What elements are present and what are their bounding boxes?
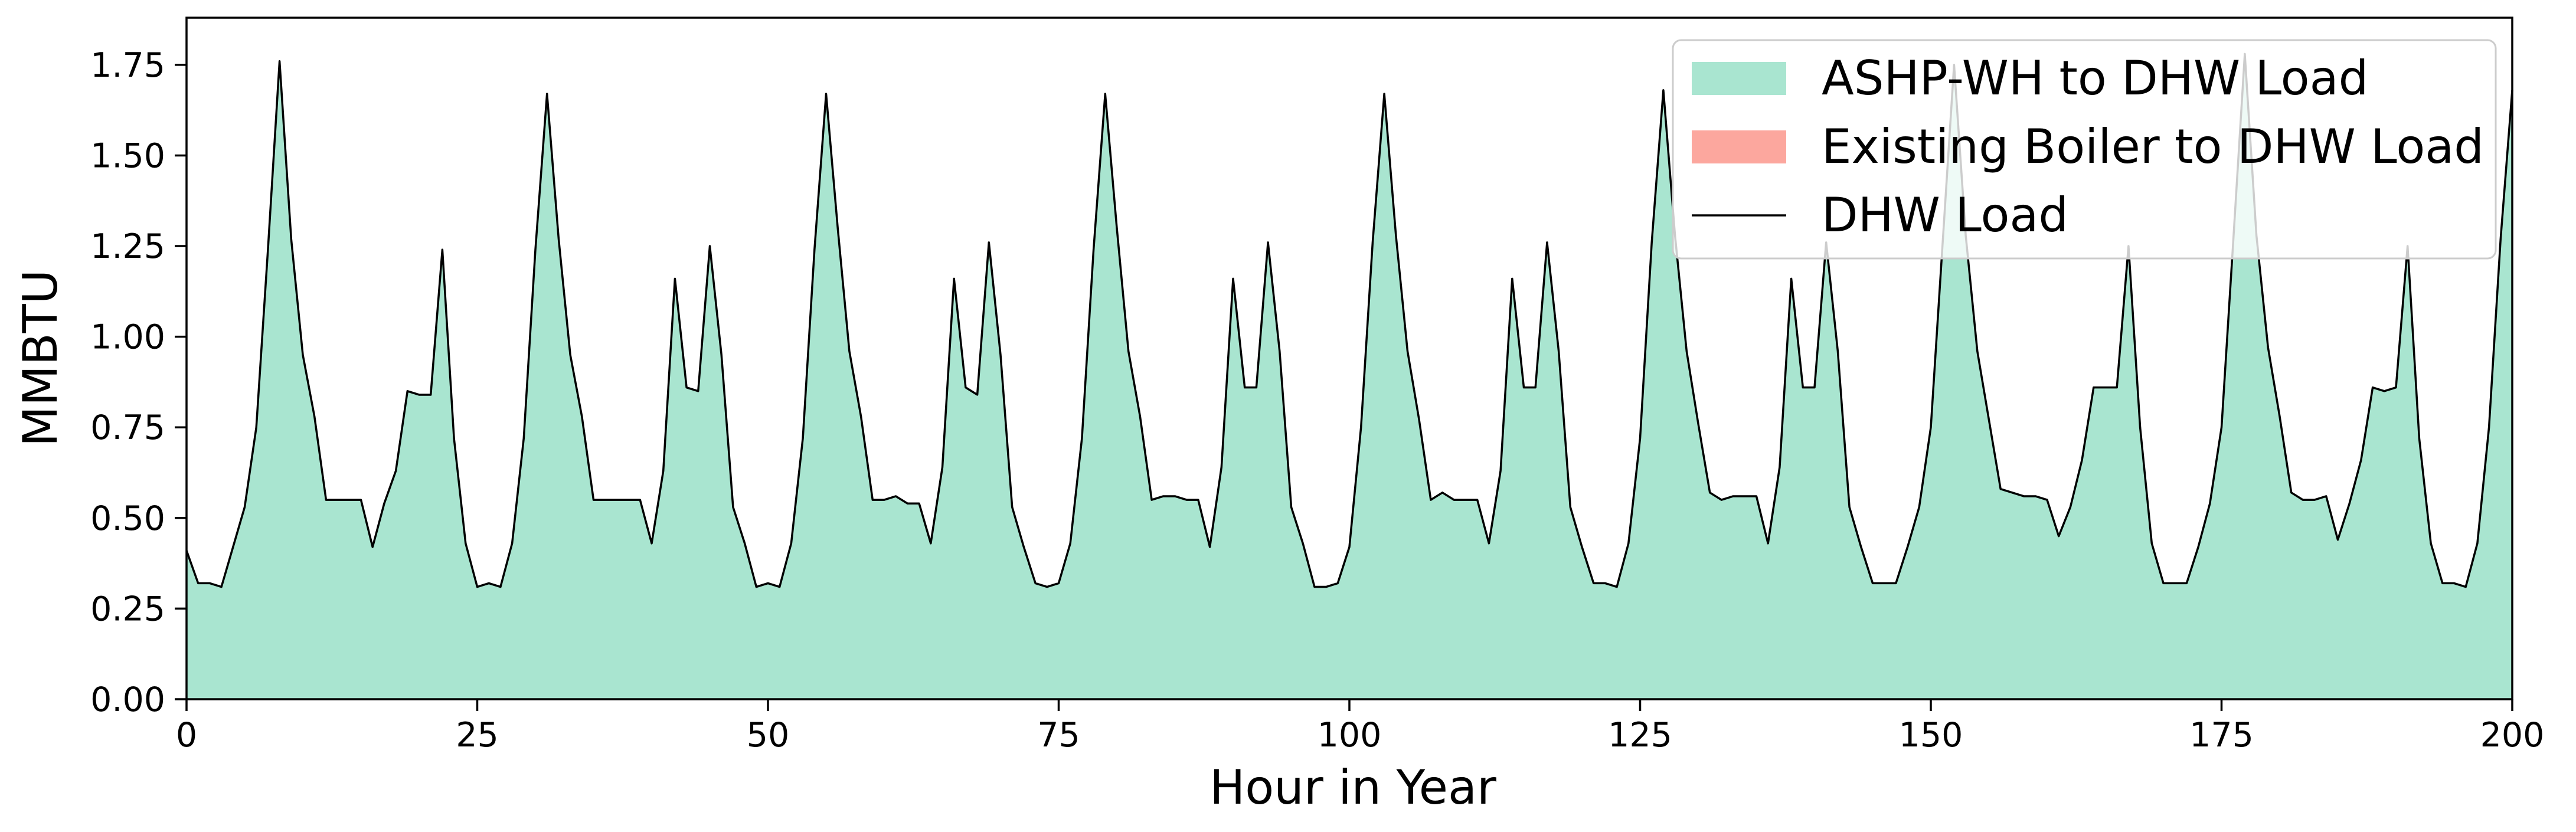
- x-tick-label: 125: [1608, 716, 1672, 755]
- x-tick-label: 200: [2480, 716, 2545, 755]
- x-tick-label: 150: [1899, 716, 1963, 755]
- y-tick-label: 0.75: [90, 408, 165, 447]
- y-tick-label: 1.75: [90, 46, 165, 85]
- y-tick-label: 1.50: [90, 136, 165, 175]
- plot-area: [185, 53, 2513, 700]
- x-axis: 0 25 50 75 100 125 150 175 200: [176, 699, 2545, 755]
- x-tick-label: 100: [1318, 716, 1382, 755]
- x-tick-label: 25: [456, 716, 499, 755]
- y-tick-label: 0.25: [90, 589, 165, 628]
- legend-swatch-boiler: [1692, 130, 1786, 163]
- y-axis: 0.00 0.25 0.50 0.75 1.00 1.25 1.50 1.75: [90, 46, 187, 719]
- legend: ASHP-WH to DHW Load Existing Boiler to D…: [1672, 39, 2497, 260]
- legend-swatch-ashp: [1692, 62, 1786, 95]
- dhw-load-line: [185, 53, 2513, 588]
- x-tick-label: 0: [176, 716, 197, 755]
- y-tick-label: 1.00: [90, 318, 165, 357]
- x-axis-title: Hour in Year: [1209, 760, 1496, 815]
- y-tick-label: 0.00: [90, 680, 165, 719]
- ashp-area-fill: [187, 54, 2512, 700]
- legend-label-boiler: Existing Boiler to DHW Load: [1822, 119, 2484, 174]
- legend-label-ashp: ASHP-WH to DHW Load: [1822, 51, 2368, 106]
- y-tick-label: 0.50: [90, 499, 165, 538]
- legend-label-dhw-load: DHW Load: [1822, 188, 2068, 243]
- x-tick-label: 50: [747, 716, 790, 755]
- legend-frame: [1672, 39, 2497, 260]
- x-tick-label: 175: [2189, 716, 2254, 755]
- x-tick-label: 75: [1037, 716, 1080, 755]
- y-axis-title: MMBTU: [13, 270, 68, 447]
- y-tick-label: 1.25: [90, 227, 165, 266]
